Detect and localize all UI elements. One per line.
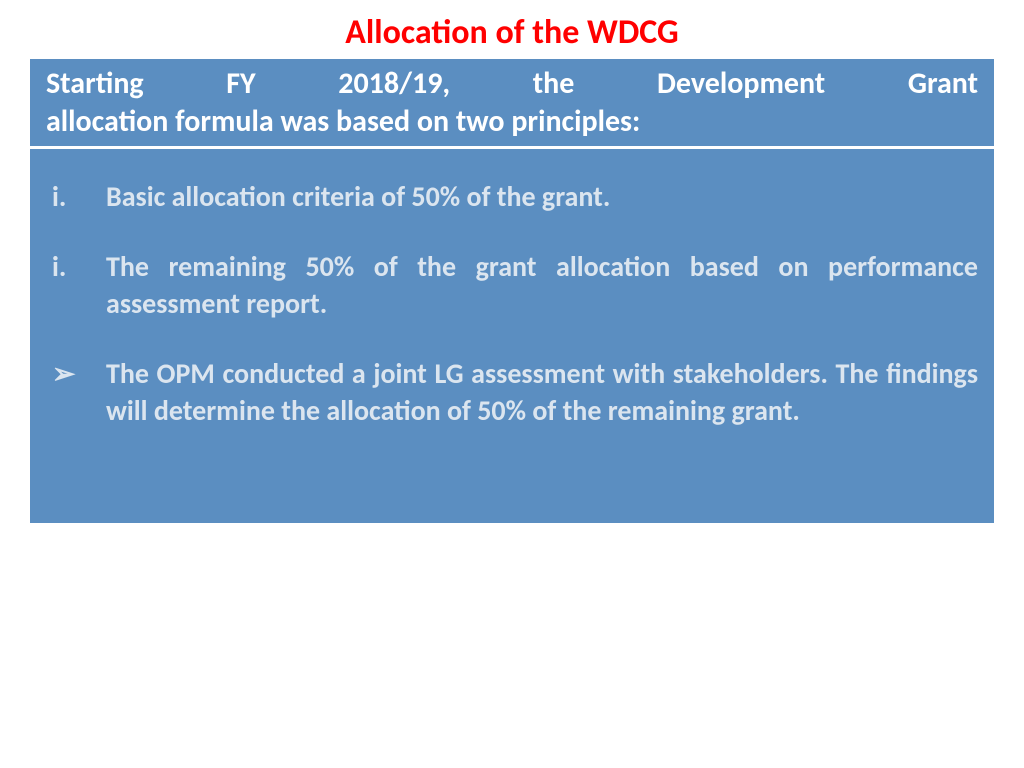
header-bar: Starting FY 2018/19, the Development Gra… — [30, 59, 994, 149]
list-marker: i. — [46, 179, 106, 215]
body-box: i. Basic allocation criteria of 50% of t… — [30, 149, 994, 523]
list-item: i. The remaining 50% of the grant alloca… — [46, 249, 978, 322]
list-item: ➢ The OPM conducted a joint LG assessmen… — [46, 356, 978, 429]
header-line-1: Starting FY 2018/19, the Development Gra… — [46, 65, 978, 102]
list-marker: ➢ — [46, 356, 106, 429]
slide: Allocation of the WDCG Starting FY 2018/… — [0, 0, 1024, 768]
list-marker: i. — [46, 249, 106, 322]
header-line-2: allocation formula was based on two prin… — [46, 103, 978, 141]
list-item: i. Basic allocation criteria of 50% of t… — [46, 179, 978, 215]
slide-title: Allocation of the WDCG — [30, 12, 994, 53]
content-box: Starting FY 2018/19, the Development Gra… — [30, 59, 994, 523]
list-text: Basic allocation criteria of 50% of the … — [106, 179, 978, 215]
list-text: The remaining 50% of the grant allocatio… — [106, 249, 978, 322]
list-text: The OPM conducted a joint LG assessment … — [106, 356, 978, 429]
